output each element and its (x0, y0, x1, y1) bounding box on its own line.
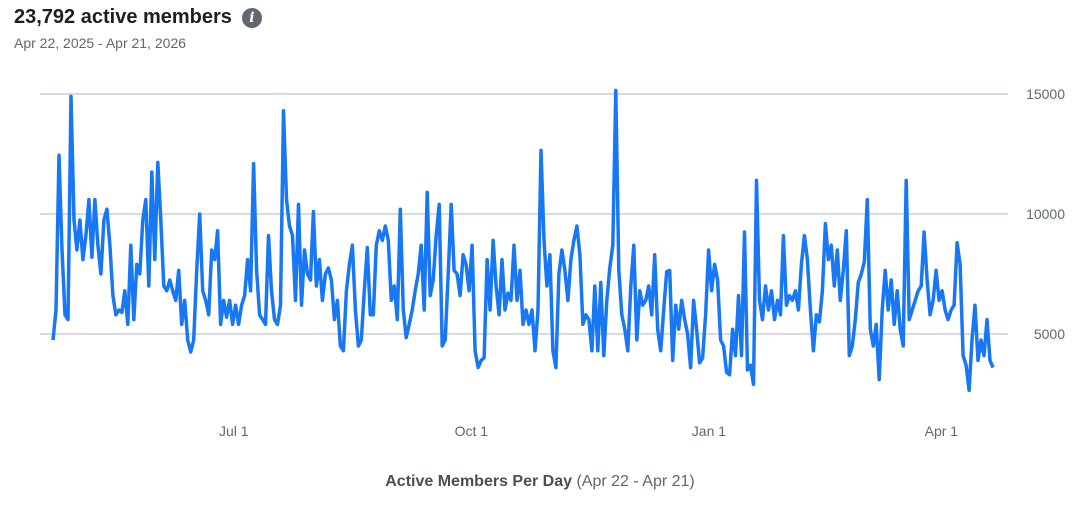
active-members-title: 23,792 active members (14, 6, 232, 28)
date-range: Apr 22, 2025 - Apr 21, 2026 (14, 35, 187, 51)
active-members-chart: 5000 10000 15000 Jul 1 Oct 1 Jan 1 Apr 1 (40, 86, 1065, 439)
page-title: 23,792 active members i (14, 6, 262, 29)
x-tick-label: Jul 1 (219, 423, 249, 439)
y-tick-label: 5000 (1034, 326, 1065, 342)
x-tick-label: Apr 1 (925, 423, 959, 439)
info-icon[interactable]: i (241, 7, 262, 28)
x-tick-label: Jan 1 (692, 423, 726, 439)
chart-caption-label: Active Members Per Day (385, 473, 573, 490)
chart-caption: Active Members Per Day (Apr 22 - Apr 21) (0, 473, 1080, 491)
y-tick-label: 15000 (1026, 86, 1065, 102)
x-tick-label: Oct 1 (455, 423, 489, 439)
active-members-line (51, 88, 995, 393)
chart-caption-range: (Apr 22 - Apr 21) (576, 473, 695, 490)
y-tick-label: 10000 (1026, 206, 1065, 222)
